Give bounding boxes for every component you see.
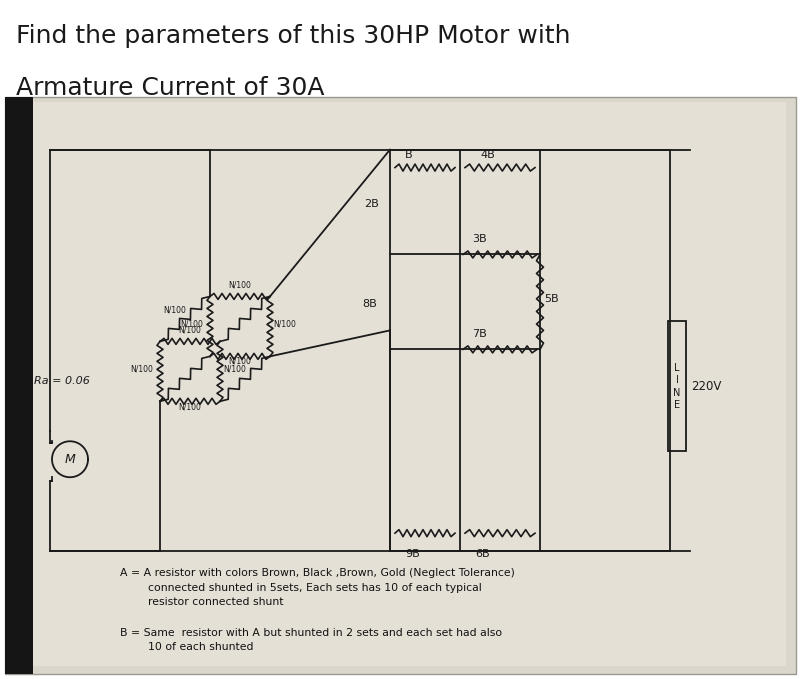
FancyBboxPatch shape xyxy=(30,102,786,666)
Text: N/100: N/100 xyxy=(180,319,203,329)
Text: B = Same  resistor with A but shunted in 2 sets and each set had also
        10: B = Same resistor with A but shunted in … xyxy=(120,628,502,653)
Text: M: M xyxy=(65,453,75,466)
Text: N/100: N/100 xyxy=(163,306,187,315)
Text: A = A resistor with colors Brown, Black ,Brown, Gold (Neglect Tolerance)
       : A = A resistor with colors Brown, Black … xyxy=(120,568,515,607)
Text: Find the parameters of this 30HP Motor with: Find the parameters of this 30HP Motor w… xyxy=(16,24,570,48)
Text: L
I
N
E: L I N E xyxy=(674,363,681,410)
Text: 5B: 5B xyxy=(544,294,558,304)
FancyBboxPatch shape xyxy=(5,96,796,674)
Text: B: B xyxy=(405,149,413,160)
Text: Ra = 0.06: Ra = 0.06 xyxy=(34,376,90,386)
Text: N/100: N/100 xyxy=(228,356,252,365)
Text: 3B: 3B xyxy=(472,234,487,244)
Text: 4B: 4B xyxy=(480,149,495,160)
Text: N/100: N/100 xyxy=(273,319,296,329)
Text: N/100: N/100 xyxy=(228,280,252,289)
Bar xyxy=(5,96,33,674)
Text: N/100: N/100 xyxy=(179,402,201,411)
Text: N/100: N/100 xyxy=(179,325,201,334)
Text: N/100: N/100 xyxy=(131,365,154,373)
Text: 6B: 6B xyxy=(475,549,489,559)
Text: N/100: N/100 xyxy=(223,365,246,373)
Bar xyxy=(668,321,686,452)
Text: 8B: 8B xyxy=(362,299,376,309)
Text: 9B: 9B xyxy=(405,549,420,559)
Text: Armature Current of 30A: Armature Current of 30A xyxy=(16,76,324,100)
Text: 2B: 2B xyxy=(364,199,379,209)
Text: 220V: 220V xyxy=(691,380,722,393)
Text: 7B: 7B xyxy=(472,329,487,340)
